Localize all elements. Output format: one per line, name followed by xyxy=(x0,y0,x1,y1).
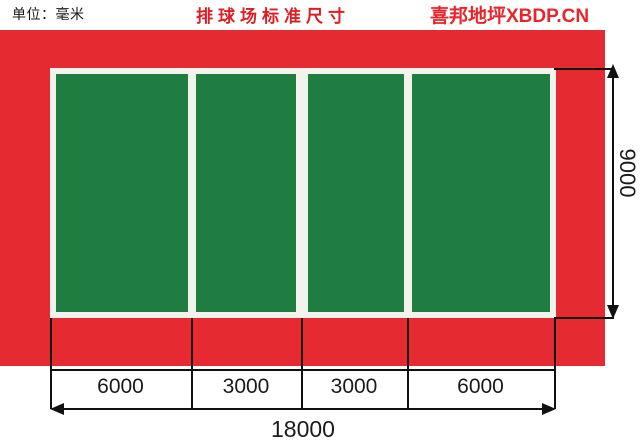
width-extension-line-top xyxy=(554,68,614,70)
arrow-right-icon xyxy=(542,403,556,415)
extension-line-attack-left xyxy=(191,318,193,370)
dimension-label-segment-1: 6000 xyxy=(97,375,144,398)
extension-line-center xyxy=(301,318,303,370)
dimension-row-baseline xyxy=(50,369,556,371)
court-zone-front-left xyxy=(196,74,296,312)
dimension-label-segment-2: 3000 xyxy=(222,375,270,398)
extension-line-right xyxy=(554,318,556,370)
unit-label: 单位：毫米 xyxy=(12,6,85,22)
arrow-down-icon xyxy=(607,305,619,319)
dimension-tick-2 xyxy=(301,369,303,409)
extension-line-left xyxy=(50,318,52,370)
page-title: 排球场标准尺寸 xyxy=(196,7,350,27)
court-zone-back-left xyxy=(56,74,188,312)
header-bar: 单位：毫米 排球场标准尺寸 喜邦地坪XBDP.CN xyxy=(0,0,640,30)
brand-watermark: 喜邦地坪XBDP.CN xyxy=(430,6,590,27)
arrow-left-icon xyxy=(50,403,64,415)
width-extension-line-bottom xyxy=(554,317,614,319)
total-length-dimension-line xyxy=(54,408,552,410)
dimension-label-segment-4: 6000 xyxy=(457,375,504,398)
extension-line-attack-right xyxy=(407,318,409,370)
dimension-label-segment-3: 3000 xyxy=(330,375,378,398)
dimension-tick-0 xyxy=(50,369,52,409)
court-zone-front-right xyxy=(308,74,404,312)
dimension-tick-4 xyxy=(554,369,556,409)
arrow-up-icon xyxy=(607,64,619,78)
total-width-label: 9000 xyxy=(615,148,640,198)
total-width-dimension-line xyxy=(612,74,614,312)
dimension-tick-1 xyxy=(191,369,193,409)
dimension-tick-3 xyxy=(407,369,409,409)
court-zone-back-right xyxy=(412,74,550,312)
total-length-label: 18000 xyxy=(271,416,335,442)
